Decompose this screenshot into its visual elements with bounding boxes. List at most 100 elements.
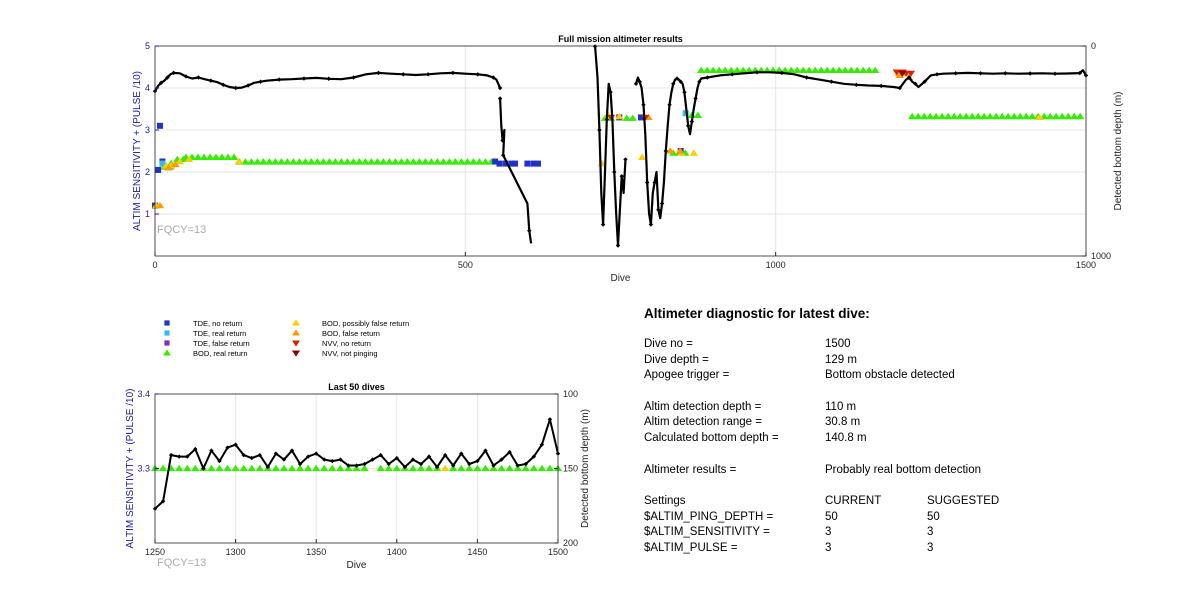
last50-depth-point: [289, 448, 295, 453]
last50-bod-real-marker: [457, 464, 466, 472]
last50-xtick-label: 1250: [145, 547, 165, 557]
last50-xtick-label: 1400: [387, 547, 407, 557]
last50-depth-point: [225, 445, 230, 450]
main-bod-real-marker: [998, 112, 1007, 120]
main-depth-point: [527, 228, 532, 233]
main-depth-point: [652, 180, 657, 185]
last50-depth-point: [176, 454, 182, 459]
last50-depth-point: [257, 452, 262, 458]
main-ytick-label: 5: [145, 41, 150, 51]
last50-bod-real-marker: [376, 464, 385, 472]
last50-bod-real-marker: [481, 464, 490, 472]
main-depth-point: [1003, 71, 1008, 76]
main-bod-real-marker: [714, 66, 724, 74]
main-bod-real-marker: [361, 158, 370, 165]
main-bod-false-marker: [895, 71, 904, 79]
main-bod-false-marker: [155, 201, 165, 209]
main-bod-possibly-false-marker: [615, 112, 624, 120]
main-bod-real-marker: [1004, 112, 1013, 120]
legend-triangle-marker: [292, 340, 300, 347]
last50-y2tick-label: 100: [563, 389, 578, 399]
legend-triangle-marker: [292, 350, 300, 357]
legend-square-marker: [164, 320, 170, 326]
main-depth-point: [906, 75, 912, 80]
main-bod-real-marker: [628, 114, 637, 121]
main-bod-real-marker: [469, 158, 478, 165]
sensitivity-suggested: 3: [927, 526, 934, 539]
row-ping-depth: $ALTIM_PING_DEPTH = 50 50: [644, 511, 1184, 527]
ping-depth-label: $ALTIM_PING_DEPTH =: [644, 510, 774, 523]
pulse-suggested: 3: [927, 541, 934, 554]
main-bod-real-marker: [223, 153, 233, 160]
legend-triangle-marker: [292, 319, 300, 326]
row-dive-no: Dive no = 1500: [644, 338, 1184, 354]
main-bod-false-marker: [665, 147, 675, 154]
main-bod-real-marker: [229, 153, 239, 160]
last50-depth-point: [314, 451, 319, 456]
last50-bod-real-marker: [223, 464, 232, 472]
main-y2label: Detected bottom depth (m): [1113, 92, 1124, 211]
main-depth-point: [233, 85, 238, 91]
main-depth-point: [663, 148, 669, 154]
main-xtick-label: 0: [152, 260, 157, 270]
main-bod-real-marker: [732, 66, 742, 74]
main-bod-real-marker: [295, 158, 304, 165]
last50-y2label: Detected bottom depth (m): [580, 409, 591, 528]
main-bod-real-marker: [846, 66, 856, 74]
main-depth-point: [500, 153, 506, 158]
last50-depth-point: [386, 461, 391, 467]
main-depth-point: [934, 72, 940, 77]
main-depth-point: [450, 70, 456, 76]
main-depth-point: [897, 85, 902, 91]
main-bod-real-marker: [283, 158, 292, 165]
last50-y2tick-label: 200: [563, 538, 578, 548]
last50-bod-real-marker: [352, 464, 361, 472]
main-depth-point: [854, 82, 859, 88]
main-depth-point: [623, 157, 628, 162]
main-depth-point: [500, 138, 505, 143]
main-bod-real-marker: [373, 158, 382, 165]
legend-square-marker: [164, 340, 170, 346]
last50-bod-real-marker: [521, 464, 530, 472]
main-bod-real-marker: [950, 112, 959, 120]
main-bod-real-marker: [367, 158, 376, 165]
last50-bod-real-marker: [183, 464, 192, 472]
row-detect-depth: Altim detection depth = 110 m: [644, 401, 1184, 417]
main-bod-real-marker: [193, 153, 203, 160]
main-depth-point: [878, 83, 884, 89]
last50-bod-real-marker: [287, 464, 297, 472]
legend-label: TDE, no return: [193, 319, 242, 328]
last50-bod-real-marker: [320, 464, 329, 472]
legend-label: TDE, false return: [193, 339, 250, 348]
main-bod-real-marker: [1076, 112, 1085, 120]
main-bod-real-marker: [403, 158, 412, 165]
main-bod-real-marker: [738, 66, 748, 74]
main-bod-real-marker: [810, 66, 820, 74]
main-bod-real-marker: [379, 158, 388, 165]
main-depth-point: [641, 102, 646, 107]
last50-bod-real-marker: [473, 464, 482, 472]
results-label: Altimeter results =: [644, 463, 737, 476]
last50-bod-real-marker: [191, 464, 200, 472]
last50-bod-real-marker: [545, 464, 555, 472]
main-bod-real-marker: [427, 158, 436, 165]
main-ytick-label: 4: [145, 83, 150, 93]
main-bod-possibly-false-marker: [175, 157, 185, 165]
main-depth-point: [258, 79, 263, 84]
detect-range-label: Altim detection range =: [644, 416, 762, 429]
last50-bod-real-marker: [424, 464, 434, 472]
main-bod-real-marker: [840, 66, 850, 74]
row-sensitivity: $ALTIM_SENSITIVITY = 3 3: [644, 526, 1184, 542]
last50-ytick-label: 3.3: [137, 464, 150, 474]
main-y2tick-label: 0: [1091, 41, 1096, 51]
last50-depth-point: [346, 463, 351, 468]
main-bod-real-marker: [1010, 112, 1019, 120]
main-bod-real-marker: [786, 66, 796, 74]
main-depth-point: [165, 75, 170, 80]
last50-bod-real-marker: [279, 464, 289, 472]
last50-depth-point: [523, 461, 528, 467]
last50-depth-point: [265, 464, 271, 470]
main-bod-real-marker: [421, 158, 430, 165]
last50-ytick-label: 3.4: [137, 389, 150, 399]
main-depth-point: [633, 81, 639, 86]
